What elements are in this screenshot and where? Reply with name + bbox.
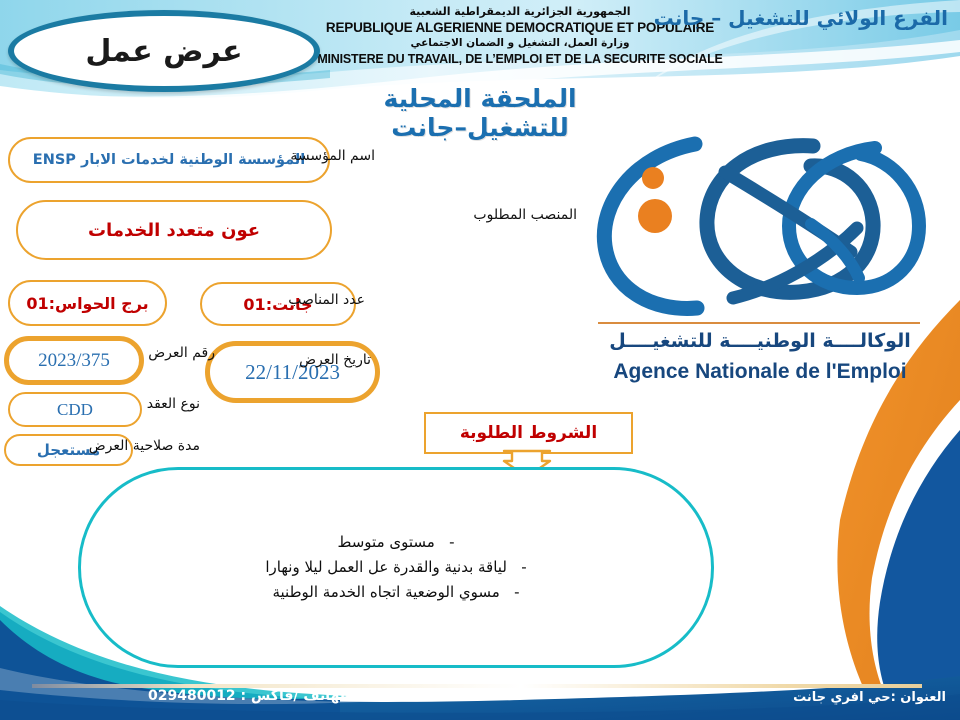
job-offer-badge: عرض عمل: [8, 10, 320, 92]
page-title: الملحقة المحلية للتشغيل–جانت: [383, 84, 577, 142]
condition-item: لياقة بدنية والقدرة عل العمل ليلا ونهارا: [265, 555, 526, 580]
offer-date-label: تاريخ العرض: [299, 352, 371, 368]
anem-logo: [575, 112, 945, 342]
contract-type-value: CDD: [57, 399, 93, 419]
contract-type-field: CDD: [8, 392, 142, 427]
offer-date-field: 22/11/2023: [205, 341, 380, 403]
company-name-field: المؤسسة الوطنية لخدمات الابار ENSP: [8, 137, 330, 183]
offer-number-field: 2023/375: [4, 336, 144, 385]
republic-title-ar: الجمهورية الجزائرية الديمقراطية الشعبية: [409, 5, 631, 18]
branch-title: الفرع الولائي للتشغيل – جانت: [653, 6, 948, 30]
seats-label: عدد المناصب: [288, 292, 365, 308]
conditions-list: مستوى متوسط لياقة بدنية والقدرة عل العمل…: [265, 530, 526, 605]
validity-value: مستعجل: [36, 441, 101, 459]
seats-field-bordj: برج الحواس:01: [8, 280, 167, 326]
footer-address: العنوان :حي افري جانت: [793, 690, 946, 705]
conditions-title: الشروط الطلوبة: [459, 423, 598, 443]
condition-item: مستوى متوسط: [265, 530, 526, 555]
offer-date-value: 22/11/2023: [245, 359, 340, 384]
validity-field: مستعجل: [4, 434, 133, 466]
anem-logo-mark: [596, 136, 927, 316]
conditions-title-box: الشروط الطلوبة: [424, 412, 633, 454]
agency-name-ar: الوكالــــة الوطنيــــة للتشغيــــل: [609, 330, 911, 352]
seats-value-bordj: برج الحواس:01: [26, 293, 149, 313]
position-value: عون متعدد الخدمات: [87, 219, 261, 241]
conditions-box: مستوى متوسط لياقة بدنية والقدرة عل العمل…: [78, 467, 714, 668]
contract-type-label: نوع العقد: [146, 396, 200, 412]
validity-label: مدة صلاحية العرض: [88, 438, 200, 454]
company-name-label: اسم المؤسسة: [290, 148, 375, 164]
republic-title-fr: REPUBLIQUE ALGERIENNE DEMOCRATIQUE ET PO…: [325, 20, 715, 35]
condition-item: مسوي الوضعية اتجاه الخدمة الوطنية: [265, 580, 526, 605]
seats-field-djanet: جانت:01: [200, 282, 356, 326]
header-center-block: الجمهورية الجزائرية الديمقراطية الشعبية …: [300, 4, 740, 67]
ministry-title-fr: MINISTERE DU TRAVAIL, DE L’EMPLOI ET DE …: [317, 52, 723, 66]
seats-value-djanet: جانت:01: [243, 294, 313, 314]
footer-phone: الهاتف /فاكس : 029480012: [148, 688, 350, 704]
company-name-value: المؤسسة الوطنية لخدمات الابار ENSP: [32, 152, 306, 168]
job-offer-badge-label: عرض عمل: [85, 33, 243, 69]
offer-number-value: 2023/375: [38, 349, 110, 371]
position-label: المنصب المطلوب: [473, 207, 577, 223]
ministry-title-ar: وزارة العمل، التشغيل و الضمان الاجتماعي: [410, 37, 630, 49]
agency-name-fr: Agence Nationale de l'Emploi: [613, 360, 907, 383]
offer-number-label: رقم العرض: [148, 345, 215, 361]
position-field: عون متعدد الخدمات: [16, 200, 332, 260]
